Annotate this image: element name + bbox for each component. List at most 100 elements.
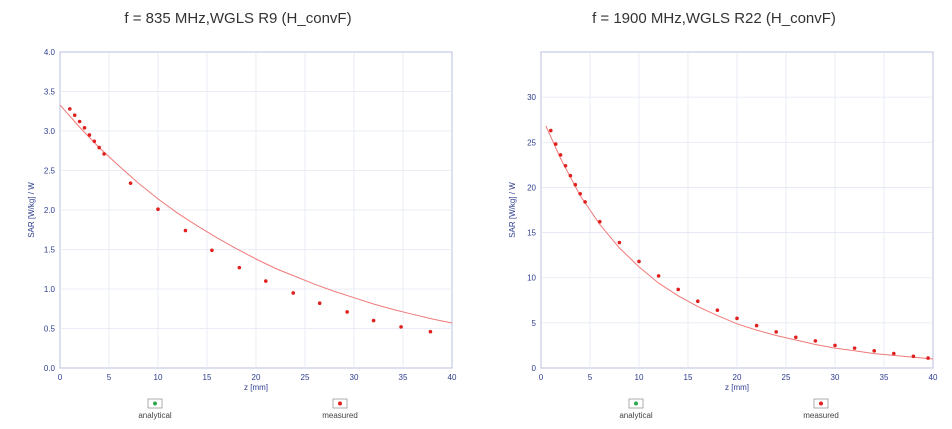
measured-point <box>128 181 133 185</box>
x-tick-label: 15 <box>684 373 693 382</box>
x-tick-label: 40 <box>448 373 457 382</box>
y-tick-label: 4.0 <box>44 48 56 57</box>
measured-point <box>696 299 700 303</box>
measured-point <box>553 142 558 146</box>
measured-point <box>833 343 837 348</box>
measured-point <box>291 291 296 295</box>
measured-point <box>317 301 322 306</box>
y-tick-label: 1.0 <box>44 285 56 294</box>
x-axis-label: z [mm] <box>725 383 749 392</box>
chart-835mhz-plot: 0.0 0.5 1.0 1.5 2.0 2.5 3.0 3.5 4.0 0 5 10 15 20 25 30 3… <box>27 48 457 420</box>
y-tick-label: 0.5 <box>44 325 56 334</box>
measured-point <box>568 173 573 178</box>
measured-point <box>926 356 930 360</box>
x-tick-label: 35 <box>399 373 408 382</box>
chart-835mhz: f = 835 MHz,WGLS R9 (H_convF) 0.0 0.5 1.0 1… <box>27 10 457 420</box>
measured-point <box>558 153 563 157</box>
x-tick-label: 5 <box>588 373 593 382</box>
measured-point <box>563 163 568 168</box>
measured-point <box>428 329 433 334</box>
chart-title: f = 1900 MHz,WGLS R22 (H_convF) <box>592 10 836 27</box>
measured-point <box>399 325 403 329</box>
measured-point <box>97 145 101 150</box>
legend-marker-measured <box>338 401 342 406</box>
y-axis-label: SAR [W/kg] / W <box>508 182 517 238</box>
y-tick-label: 2.0 <box>44 206 56 215</box>
y-tick-label: 25 <box>527 138 536 147</box>
y-tick-label: 3.5 <box>44 88 56 97</box>
measured-point <box>82 126 87 130</box>
chart-1900mhz: f = 1900 MHz,WGLS R22 (H_convF) 0 5 10 15 20… <box>476 0 952 429</box>
y-tick-label: 0 <box>532 364 537 373</box>
measured-point <box>637 259 641 264</box>
measured-point <box>852 346 857 350</box>
x-tick-label: 25 <box>301 373 310 382</box>
x-tick-label: 0 <box>58 373 63 382</box>
x-tick-label: 40 <box>929 373 938 382</box>
chart-1900mhz-plot: 0 5 10 15 20 25 30 0 5 10 15 20 25 30 35 40 z [mm] SAR [W… <box>508 51 938 420</box>
measured-point <box>774 330 778 334</box>
x-tick-label: 5 <box>107 373 112 382</box>
x-tick-label: 10 <box>635 373 644 382</box>
x-tick-label: 20 <box>252 373 261 382</box>
chart-title: f = 835 MHz,WGLS R9 (H_convF) <box>124 10 352 27</box>
x-tick-label: 30 <box>831 373 840 382</box>
y-tick-label: 20 <box>527 183 536 192</box>
y-axis-label: SAR [W/kg] / W <box>27 182 36 238</box>
y-tick-label: 3.0 <box>44 127 56 136</box>
measured-point <box>87 133 92 137</box>
measured-point <box>102 152 106 156</box>
measured-point <box>156 207 160 212</box>
measured-point <box>68 107 72 111</box>
measured-point <box>794 335 798 340</box>
measured-point <box>892 351 896 356</box>
x-tick-label: 35 <box>880 373 889 382</box>
x-tick-label: 30 <box>350 373 359 382</box>
measured-point <box>92 139 97 144</box>
x-tick-label: 0 <box>539 373 544 382</box>
legend-label-measured: measured <box>322 411 358 420</box>
x-tick-label: 10 <box>154 373 163 382</box>
measured-point <box>183 228 188 233</box>
legend-label-measured: measured <box>803 411 839 420</box>
x-tick-label: 20 <box>733 373 742 382</box>
measured-point <box>598 219 602 224</box>
measured-point <box>264 279 268 283</box>
measured-point <box>617 240 622 245</box>
analytical-line <box>59 104 453 324</box>
measured-point <box>813 339 818 343</box>
measured-point <box>237 265 242 270</box>
legend-marker-analytical <box>153 401 157 406</box>
y-tick-label: 10 <box>527 274 536 283</box>
y-tick-label: 1.5 <box>44 246 56 255</box>
y-tick-label: 0.0 <box>44 364 56 373</box>
analytical-line <box>545 125 934 360</box>
legend-marker-measured <box>819 401 823 406</box>
measured-point <box>656 274 661 278</box>
x-axis-label: z [mm] <box>244 383 268 392</box>
y-tick-label: 15 <box>527 229 536 238</box>
measured-point <box>210 248 214 253</box>
measured-point <box>676 287 680 292</box>
measured-point <box>72 113 77 117</box>
y-tick-label: 30 <box>527 93 536 102</box>
measured-point <box>573 182 578 187</box>
measured-point <box>735 316 739 321</box>
y-tick-label: 2.5 <box>44 167 56 176</box>
measured-point <box>911 354 916 359</box>
x-tick-label: 25 <box>782 373 791 382</box>
measured-point <box>872 349 876 353</box>
legend-marker-analytical <box>634 401 638 406</box>
measured-point <box>578 191 582 196</box>
measured-point <box>77 119 82 124</box>
measured-point <box>371 318 376 323</box>
measured-point <box>583 200 587 204</box>
y-tick-label: 5 <box>532 319 537 328</box>
measured-point <box>345 310 349 314</box>
legend-label-analytical: analytical <box>138 411 172 420</box>
legend-label-analytical: analytical <box>619 411 653 420</box>
measured-point <box>754 323 759 328</box>
x-tick-label: 15 <box>203 373 212 382</box>
measured-point <box>715 308 720 313</box>
measured-point <box>549 128 553 133</box>
